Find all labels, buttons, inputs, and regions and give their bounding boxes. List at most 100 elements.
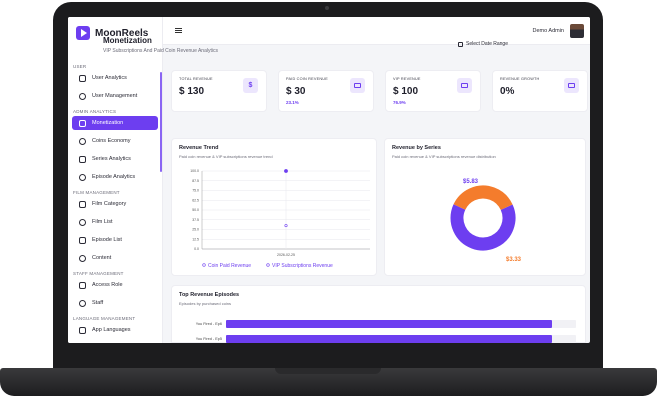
sidebar-item-label: Film List	[92, 219, 113, 225]
sidebar-item-content[interactable]: Content	[72, 251, 158, 265]
sidebar-item-film-list[interactable]: Film List	[72, 215, 158, 229]
sidebar-item-label: User Analytics	[92, 75, 127, 81]
sidebar-item-monetization[interactable]: Monetization	[72, 116, 158, 130]
sidebar-item-label: Monetization	[92, 120, 124, 126]
legend-entry: VIP Subscriptions Revenue	[272, 263, 333, 269]
calendar-icon	[458, 41, 463, 47]
nav-section-label: FILM MANAGEMENT	[73, 190, 120, 195]
stat-change: 23.1%	[286, 100, 299, 105]
sidebar-item-label: Episode Analytics	[92, 174, 136, 180]
sidebar-item-label: App Languages	[92, 327, 131, 333]
sidebar-item-label: Staff	[92, 300, 104, 306]
stat-value: 0%	[500, 86, 515, 97]
y-tick-label: 87.5	[192, 179, 199, 183]
logo[interactable]: MoonReels	[76, 26, 148, 40]
nav-section-label: ADMIN ANALYTICS	[73, 109, 117, 114]
stat-card-revenue-growth: REVENUE GROWTH 0%	[492, 70, 588, 112]
coins-icon	[79, 137, 86, 145]
stat-change: 76.9%	[393, 100, 406, 105]
stat-card-total-revenue: TOTAL REVENUE $ 130 $	[171, 70, 267, 112]
sidebar-item-label: Content	[92, 255, 112, 261]
monetization-icon	[79, 119, 86, 127]
top-episodes-subtitle: Episodes by purchased coins	[179, 301, 232, 306]
camera	[325, 6, 329, 10]
sidebar-item-episode-list[interactable]: Episode List	[72, 233, 158, 247]
sidebar-item-app-languages[interactable]: App Languages	[72, 323, 158, 337]
bar-category-label: You Fired - Ep6	[195, 322, 222, 326]
bar-row: You Fired - Ep6	[174, 319, 576, 329]
y-tick-label: 100.0	[190, 169, 199, 173]
coins-icon	[350, 78, 365, 93]
stat-label: REVENUE GROWTH	[500, 77, 540, 81]
stat-icon-shape	[568, 83, 575, 88]
y-tick-label: 0.0	[194, 247, 199, 251]
content-icon	[79, 254, 86, 262]
sidebar-item-staff[interactable]: Staff	[72, 296, 158, 310]
stat-icon-shape	[461, 83, 468, 88]
stat-value: $ 30	[286, 86, 306, 97]
staff-icon	[79, 299, 86, 307]
y-tick-label: 75.0	[192, 189, 199, 193]
sidebar-item-series-analytics[interactable]: Series Analytics	[72, 152, 158, 166]
date-range-label: Select Date Range	[466, 41, 508, 47]
date-range-button[interactable]: Select Date Range	[458, 41, 508, 47]
stat-icon-glyph: $	[248, 82, 253, 89]
legend-entry: Coin Paid Revenue	[208, 263, 251, 269]
bar-category-label: You Fired - Ep5	[195, 337, 222, 341]
card-icon	[457, 78, 472, 93]
stat-label: TOTAL REVENUE	[179, 77, 213, 81]
page-title: Monetization	[103, 36, 152, 45]
dollar-icon: $	[243, 78, 258, 93]
x-tick-label: 2026-02-25	[277, 253, 295, 257]
user-analytics-icon	[79, 74, 86, 82]
sidebar: MoonReels USER User Analytics User Managem…	[68, 17, 163, 343]
sidebar-item-user-management[interactable]: User Management	[72, 89, 158, 103]
revenue-series-title: Revenue by Series	[392, 145, 441, 151]
data-point-coin-paid-revenue	[284, 224, 288, 228]
episode-list-icon	[79, 236, 86, 244]
access-role-icon	[79, 281, 86, 289]
y-tick-label: 12.5	[192, 237, 199, 241]
sidebar-item-user-analytics[interactable]: User Analytics	[72, 71, 158, 85]
series-icon	[79, 155, 86, 163]
revenue-series-donut: $5.83 $3.33	[450, 179, 522, 263]
stat-value: $ 130	[179, 86, 205, 97]
sidebar-item-label: User Management	[92, 93, 138, 99]
sidebar-item-access-role[interactable]: Access Role	[72, 278, 158, 292]
nav-section-label: LANGUAGE MANAGEMENT	[73, 316, 136, 321]
revenue-trend-chart: 0.0 12.5 25.0 37.5 50.0 62.5 75.0 87.5 100.0 2026…	[190, 169, 370, 269]
revenue-trend-subtitle: Paid coin revenue & VIP subscriptions re…	[179, 154, 273, 159]
bar-track	[226, 320, 576, 328]
bar-row: You Fired - Ep5	[174, 334, 576, 344]
sidebar-item-label: Series Analytics	[92, 156, 131, 162]
stat-value: $ 100	[393, 86, 419, 97]
episode-icon	[79, 173, 86, 181]
bar-track	[226, 335, 576, 343]
sidebar-scrollbar[interactable]	[160, 72, 162, 172]
sidebar-item-label: Access Role	[92, 282, 123, 288]
stat-card-paid-coin-revenue: PAID COIN REVENUE $ 30 23.1%	[278, 70, 374, 112]
y-tick-label: 37.5	[192, 218, 199, 222]
sidebar-item-episode-analytics[interactable]: Episode Analytics	[72, 170, 158, 184]
avatar[interactable]	[570, 24, 584, 38]
hamburger-menu-icon[interactable]	[175, 28, 182, 33]
sidebar-item-label: Coins Economy	[92, 138, 131, 144]
legend-marker	[202, 263, 206, 267]
legend-marker	[266, 263, 270, 267]
play-logo-icon	[76, 26, 90, 40]
donut-slice	[450, 185, 516, 251]
y-tick-label: 50.0	[192, 208, 199, 212]
y-tick-label: 62.5	[192, 198, 199, 202]
sidebar-item-film-category[interactable]: Film Category	[72, 197, 158, 211]
user-name[interactable]: Demo Admin	[532, 28, 565, 34]
language-icon	[79, 326, 86, 334]
sidebar-item-coins-economy[interactable]: Coins Economy	[72, 134, 158, 148]
film-list-icon	[79, 218, 86, 226]
laptop-notch	[275, 368, 381, 374]
revenue-trend-title: Revenue Trend	[179, 145, 219, 151]
bar	[226, 335, 552, 343]
nav-section-label: STAFF MANAGEMENT	[73, 271, 124, 276]
trend-up-icon	[564, 78, 579, 93]
donut-slice-label: $3.33	[506, 257, 522, 263]
top-revenue-episodes-panel: Top Revenue Episodes Episodes by purchas…	[171, 285, 586, 343]
